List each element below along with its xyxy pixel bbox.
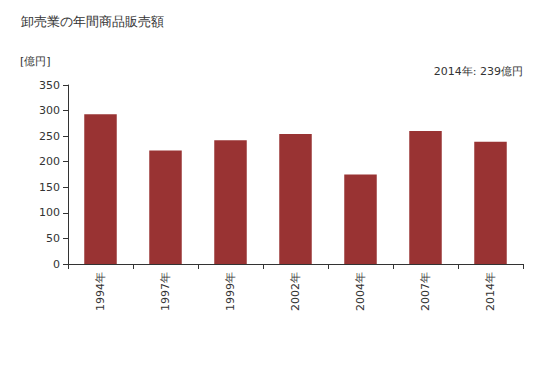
svg-text:300: 300 [39, 104, 60, 117]
svg-text:150: 150 [39, 181, 60, 194]
svg-text:[億円]: [億円] [20, 55, 51, 68]
svg-text:250: 250 [39, 130, 60, 143]
svg-text:2007年: 2007年 [419, 272, 432, 311]
svg-text:2014年: 2014年 [484, 272, 497, 311]
svg-text:卸売業の年間商品販売額: 卸売業の年間商品販売額 [21, 14, 164, 29]
svg-text:50: 50 [46, 232, 60, 245]
svg-text:0: 0 [53, 258, 60, 271]
svg-text:100: 100 [39, 206, 60, 219]
svg-text:2004年: 2004年 [354, 272, 367, 311]
svg-text:2002年: 2002年 [289, 272, 302, 311]
svg-text:1994年: 1994年 [94, 272, 107, 311]
svg-text:2014年: 239億円: 2014年: 239億円 [434, 65, 523, 78]
svg-text:350: 350 [39, 79, 60, 92]
svg-text:1999年: 1999年 [224, 272, 237, 311]
svg-text:1997年: 1997年 [159, 272, 172, 311]
svg-text:200: 200 [39, 155, 60, 168]
